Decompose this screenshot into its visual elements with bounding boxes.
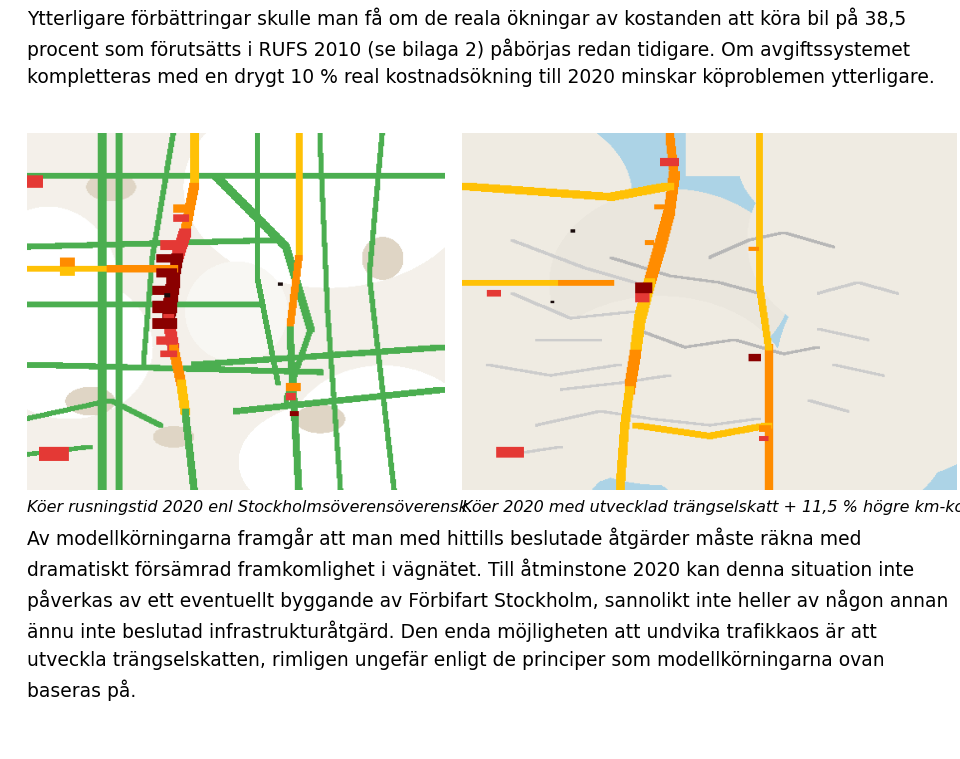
Text: Av modellkörningarna framgår att man med hittills beslutade åtgärder måste räkna: Av modellkörningarna framgår att man med…	[27, 528, 948, 701]
Text: Köer 2020 med utvecklad trängselskatt + 11,5 % högre km-kostnad: Köer 2020 med utvecklad trängselskatt + …	[462, 499, 960, 515]
Text: Köer rusningstid 2020 enl Stockholmsöverensöverensk.: Köer rusningstid 2020 enl Stockholmsöver…	[27, 499, 473, 515]
Text: Ytterligare förbättringar skulle man få om de reala ökningar av kostanden att kö: Ytterligare förbättringar skulle man få …	[27, 8, 935, 87]
